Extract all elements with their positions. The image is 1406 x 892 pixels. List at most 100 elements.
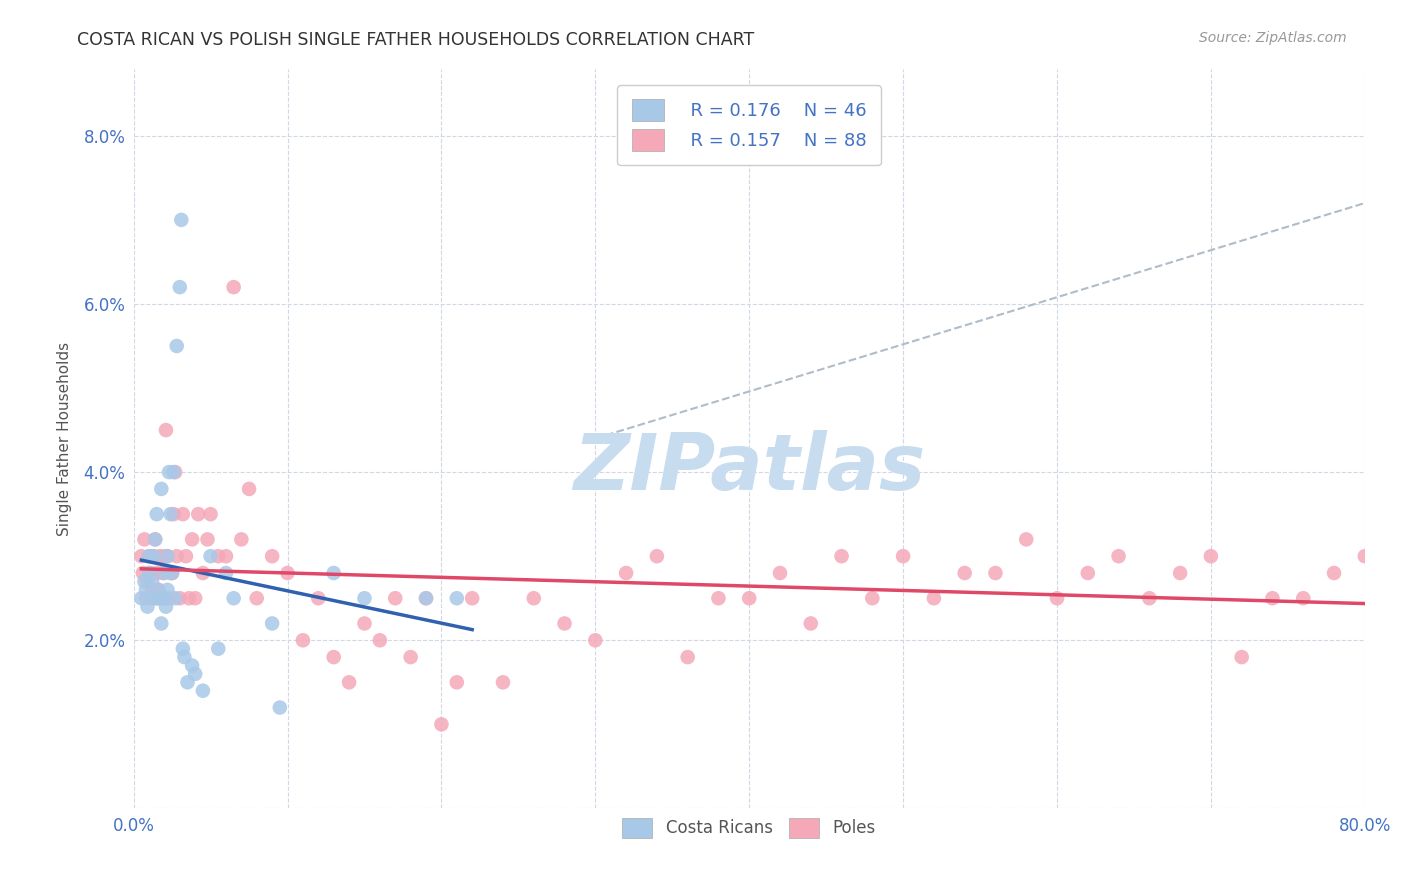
Legend: Costa Ricans, Poles: Costa Ricans, Poles bbox=[616, 811, 883, 845]
Point bbox=[353, 591, 375, 606]
Point bbox=[184, 591, 207, 606]
Point bbox=[169, 591, 191, 606]
Point bbox=[155, 599, 177, 614]
Text: COSTA RICAN VS POLISH SINGLE FATHER HOUSEHOLDS CORRELATION CHART: COSTA RICAN VS POLISH SINGLE FATHER HOUS… bbox=[77, 31, 755, 49]
Point bbox=[1108, 549, 1130, 564]
Point bbox=[157, 591, 180, 606]
Point bbox=[173, 650, 195, 665]
Point bbox=[174, 549, 197, 564]
Point bbox=[200, 507, 222, 521]
Point bbox=[165, 465, 187, 479]
Point bbox=[181, 658, 204, 673]
Point bbox=[984, 566, 1007, 580]
Point bbox=[222, 280, 245, 294]
Point bbox=[172, 641, 194, 656]
Point bbox=[368, 633, 391, 648]
Point bbox=[166, 339, 188, 353]
Point bbox=[145, 591, 167, 606]
Point bbox=[159, 566, 181, 580]
Point bbox=[134, 574, 156, 589]
Point bbox=[157, 465, 180, 479]
Point bbox=[322, 650, 344, 665]
Point bbox=[307, 591, 329, 606]
Point bbox=[177, 591, 200, 606]
Point bbox=[187, 507, 209, 521]
Point bbox=[831, 549, 853, 564]
Point bbox=[143, 533, 166, 547]
Point bbox=[769, 566, 792, 580]
Point bbox=[150, 482, 173, 496]
Point bbox=[166, 549, 188, 564]
Point bbox=[384, 591, 406, 606]
Point bbox=[446, 675, 468, 690]
Point bbox=[181, 533, 204, 547]
Point bbox=[156, 549, 179, 564]
Point bbox=[222, 591, 245, 606]
Point bbox=[415, 591, 437, 606]
Point bbox=[1046, 591, 1069, 606]
Point bbox=[238, 482, 260, 496]
Point bbox=[145, 507, 167, 521]
Point bbox=[156, 549, 179, 564]
Point bbox=[554, 616, 576, 631]
Point bbox=[738, 591, 761, 606]
Point bbox=[645, 549, 668, 564]
Point bbox=[1323, 566, 1346, 580]
Point bbox=[172, 507, 194, 521]
Point bbox=[353, 616, 375, 631]
Point bbox=[399, 650, 422, 665]
Point bbox=[446, 591, 468, 606]
Point bbox=[1261, 591, 1284, 606]
Point bbox=[141, 591, 163, 606]
Point bbox=[1230, 650, 1253, 665]
Point bbox=[891, 549, 914, 564]
Point bbox=[138, 549, 160, 564]
Point bbox=[200, 549, 222, 564]
Point bbox=[153, 566, 176, 580]
Point bbox=[142, 549, 165, 564]
Point bbox=[322, 566, 344, 580]
Point bbox=[131, 549, 153, 564]
Point bbox=[800, 616, 823, 631]
Point bbox=[415, 591, 437, 606]
Point bbox=[262, 616, 284, 631]
Point bbox=[207, 549, 229, 564]
Point bbox=[132, 566, 155, 580]
Point bbox=[169, 280, 191, 294]
Text: ZIPatlas: ZIPatlas bbox=[574, 430, 925, 506]
Point bbox=[138, 549, 160, 564]
Point bbox=[461, 591, 484, 606]
Point bbox=[165, 591, 187, 606]
Point bbox=[134, 533, 156, 547]
Point bbox=[149, 549, 172, 564]
Point bbox=[246, 591, 269, 606]
Point bbox=[337, 675, 360, 690]
Point bbox=[1168, 566, 1191, 580]
Point bbox=[291, 633, 314, 648]
Point bbox=[207, 641, 229, 656]
Point bbox=[150, 616, 173, 631]
Point bbox=[148, 582, 170, 597]
Point bbox=[141, 582, 163, 597]
Point bbox=[139, 566, 162, 580]
Point bbox=[135, 591, 157, 606]
Point bbox=[160, 566, 183, 580]
Y-axis label: Single Father Households: Single Father Households bbox=[58, 342, 72, 535]
Point bbox=[262, 549, 284, 564]
Point bbox=[160, 566, 183, 580]
Point bbox=[231, 533, 253, 547]
Point bbox=[269, 700, 291, 714]
Point bbox=[1199, 549, 1222, 564]
Point bbox=[176, 675, 198, 690]
Point bbox=[153, 549, 176, 564]
Point bbox=[276, 566, 298, 580]
Point bbox=[614, 566, 637, 580]
Point bbox=[148, 582, 170, 597]
Point bbox=[1015, 533, 1038, 547]
Point bbox=[191, 683, 214, 698]
Point bbox=[138, 566, 160, 580]
Point bbox=[215, 549, 238, 564]
Point bbox=[191, 566, 214, 580]
Point bbox=[583, 633, 606, 648]
Point bbox=[135, 582, 157, 597]
